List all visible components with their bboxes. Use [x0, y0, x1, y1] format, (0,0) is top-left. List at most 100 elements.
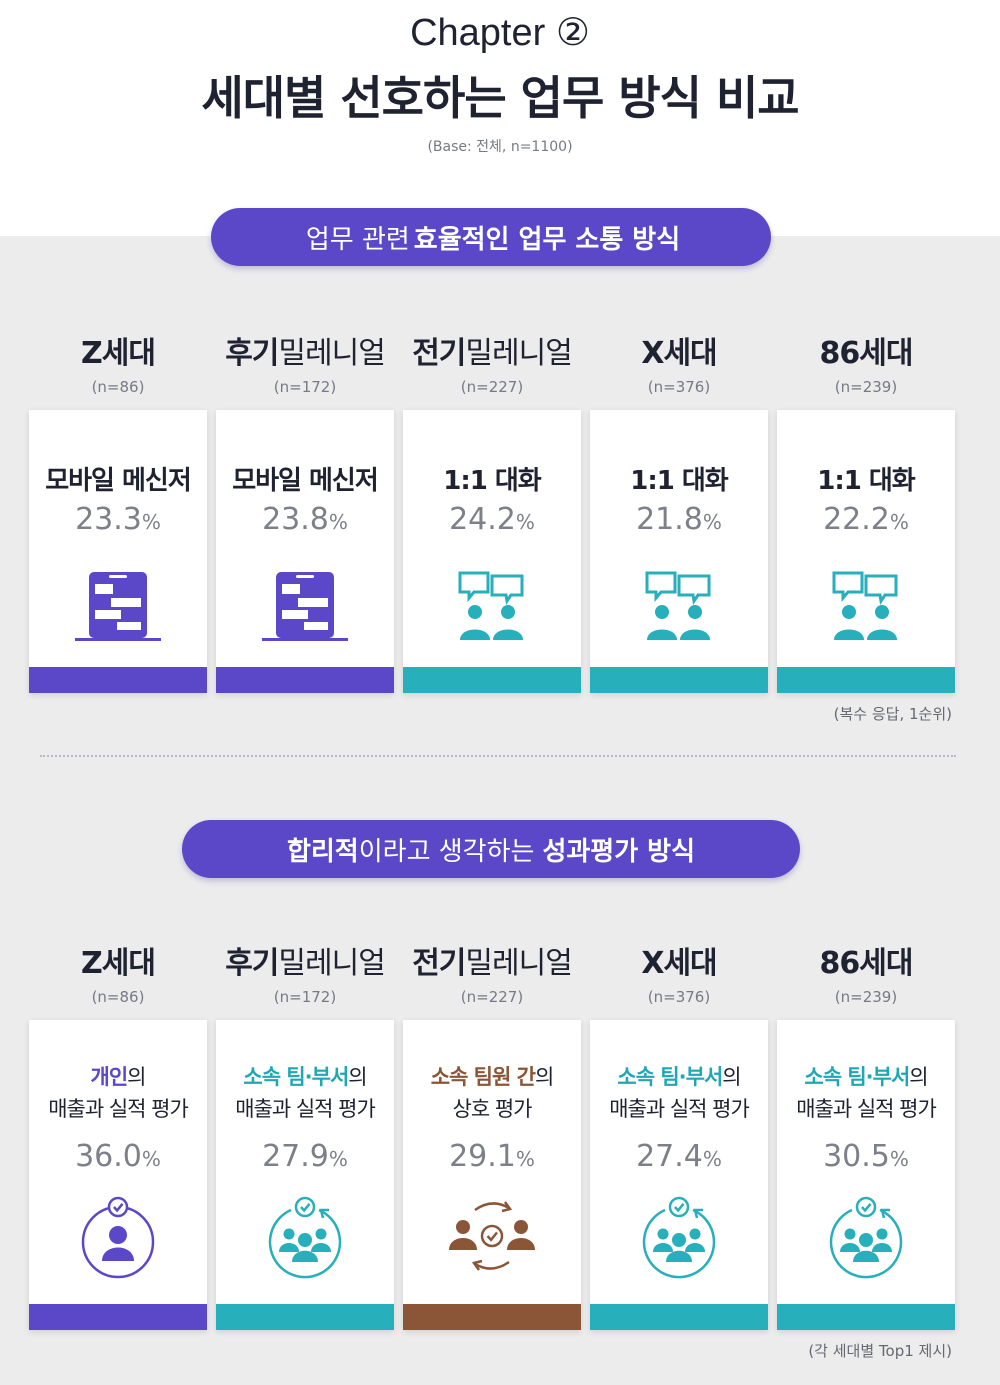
generation-name: 86세대	[777, 328, 955, 372]
result-card: 소속 팀·부서의 매출과 실적 평가 27.9%	[216, 1020, 394, 1330]
generation-name: Z세대	[29, 938, 207, 982]
card-percentage: 22.2%	[777, 502, 955, 537]
card-unit: %	[515, 1147, 535, 1171]
card-unit: %	[328, 1147, 348, 1171]
card-label-line2: 매출과 실적 평가	[235, 1097, 376, 1121]
card-color-bar	[403, 667, 581, 693]
generation-name-bold: 전기	[412, 336, 466, 371]
page-title: 세대별 선호하는 업무 방식 비교	[201, 71, 799, 125]
generation-name-thin: 밀레니얼	[278, 946, 385, 981]
generation-sample-size: (n=376)	[647, 988, 711, 1006]
section2-title-bold1: 합리적	[286, 836, 359, 867]
card-label-line2: 매출과 실적 평가	[609, 1097, 750, 1121]
card-percentage: 27.9%	[216, 1139, 394, 1174]
generation-name: Z세대	[29, 328, 207, 372]
generation-name-bold: 후기	[225, 946, 279, 981]
generation-sample-size: (n=86)	[91, 378, 145, 396]
card-percentage: 23.3%	[29, 502, 207, 537]
generation-name-bold: X세대	[641, 946, 717, 981]
result-card: 소속 팀·부서의 매출과 실적 평가 27.4%	[590, 1020, 768, 1330]
generation-name-thin: 밀레니얼	[278, 336, 385, 371]
card-color-bar	[777, 667, 955, 693]
chapter-label: Chapter ②	[410, 12, 590, 54]
card-unit: %	[328, 510, 348, 534]
card-label-suffix: 의	[909, 1065, 928, 1089]
card-unit: %	[702, 510, 722, 534]
generation-name-bold: 86세대	[819, 336, 914, 371]
generation-sample-size: (n=239)	[834, 378, 898, 396]
card-color-bar	[29, 667, 207, 693]
conversation-icon	[644, 570, 714, 648]
card-value: 22.2	[823, 502, 890, 537]
card-value: 23.3	[75, 502, 142, 537]
result-card: 1:1 대화 21.8%	[590, 410, 768, 693]
card-unit: %	[889, 1147, 909, 1171]
generation-name: 후기밀레니얼	[216, 328, 394, 372]
card-percentage: 24.2%	[403, 502, 581, 537]
card-label: 개인의 매출과 실적 평가	[29, 1061, 207, 1125]
card-value: 30.5	[823, 1139, 890, 1174]
generation-name-bold: 전기	[412, 946, 466, 981]
team-evaluation-icon	[824, 1196, 908, 1284]
generation-sample-size: (n=172)	[273, 988, 337, 1006]
card-color-bar	[29, 1304, 207, 1330]
card-color-bar	[216, 1304, 394, 1330]
result-card: 소속 팀·부서의 매출과 실적 평가 30.5%	[777, 1020, 955, 1330]
mobile-messenger-icon	[75, 570, 161, 648]
result-card: 모바일 메신저 23.3%	[29, 410, 207, 693]
generation-sample-size: (n=86)	[91, 988, 145, 1006]
generation-name-bold: Z세대	[81, 336, 156, 371]
generation-header: Z세대 (n=86)	[29, 328, 207, 396]
generation-sample-size: (n=376)	[647, 378, 711, 396]
section2-title-bold2: 성과평가 방식	[542, 836, 696, 867]
generation-sample-size: (n=239)	[834, 988, 898, 1006]
card-label-suffix: 의	[722, 1065, 741, 1089]
generation-name-thin: 밀레니얼	[465, 336, 572, 371]
card-percentage: 23.8%	[216, 502, 394, 537]
card-label-highlight: 소속 팀·부서	[243, 1065, 349, 1089]
card-value: 23.8	[262, 502, 329, 537]
result-card: 1:1 대화 24.2%	[403, 410, 581, 693]
card-color-bar	[590, 667, 768, 693]
generation-header: 86세대 (n=239)	[777, 938, 955, 1006]
generation-header: 전기밀레니얼 (n=227)	[403, 938, 581, 1006]
generation-name-bold: Z세대	[81, 946, 156, 981]
card-value: 24.2	[449, 502, 516, 537]
generation-name-bold: X세대	[641, 336, 717, 371]
card-label: 1:1 대화	[443, 466, 541, 496]
generation-name: X세대	[590, 328, 768, 372]
card-label: 1:1 대화	[630, 466, 728, 496]
generation-header: X세대 (n=376)	[590, 938, 768, 1006]
section-divider	[40, 755, 956, 757]
generation-header: 전기밀레니얼 (n=227)	[403, 328, 581, 396]
generation-name: 전기밀레니얼	[403, 328, 581, 372]
card-label-suffix: 의	[534, 1065, 554, 1089]
section1-note: (복수 응답, 1순위)	[833, 705, 952, 723]
generation-header: X세대 (n=376)	[590, 328, 768, 396]
card-percentage: 29.1%	[403, 1139, 581, 1174]
section1-title-pill: 업무 관련 효율적인 업무 소통 방식	[211, 208, 771, 266]
card-label-highlight: 소속 팀·부서	[617, 1065, 723, 1089]
generation-header: 후기밀레니얼 (n=172)	[216, 938, 394, 1006]
card-unit: %	[141, 510, 161, 534]
card-color-bar	[216, 667, 394, 693]
generation-name: 86세대	[777, 938, 955, 982]
card-label-line2: 상호 평가	[452, 1097, 533, 1121]
card-percentage: 30.5%	[777, 1139, 955, 1174]
card-unit: %	[889, 510, 909, 534]
base-note: (Base: 전체, n=1100)	[427, 139, 573, 155]
generation-sample-size: (n=227)	[460, 988, 524, 1006]
generation-name: 후기밀레니얼	[216, 938, 394, 982]
team-evaluation-icon	[637, 1196, 721, 1284]
card-label: 1:1 대화	[817, 466, 915, 496]
card-color-bar	[777, 1304, 955, 1330]
card-unit: %	[141, 1147, 161, 1171]
team-evaluation-icon	[263, 1196, 347, 1284]
card-unit: %	[702, 1147, 722, 1171]
generation-header: 후기밀레니얼 (n=172)	[216, 328, 394, 396]
peer-evaluation-icon	[447, 1196, 537, 1280]
result-card: 1:1 대화 22.2%	[777, 410, 955, 693]
individual-evaluation-icon	[76, 1196, 160, 1284]
conversation-icon	[831, 570, 901, 648]
